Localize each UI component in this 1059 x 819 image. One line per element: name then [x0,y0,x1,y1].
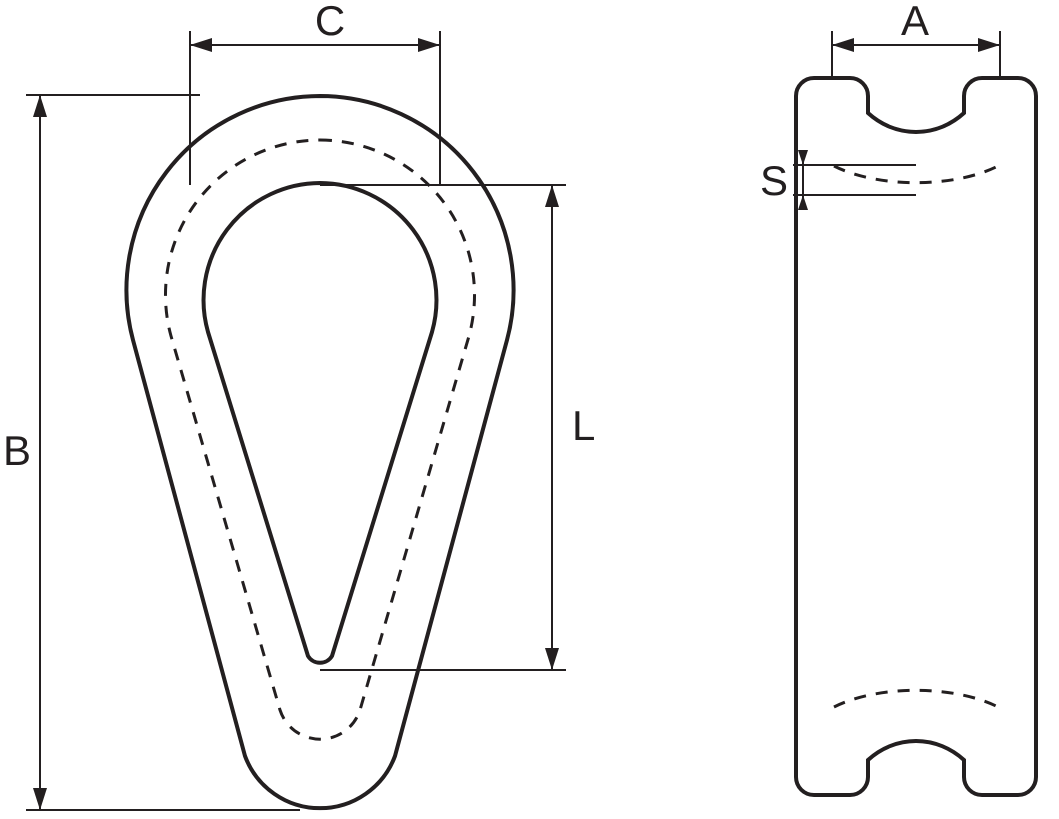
label-l: L [572,402,595,449]
front-view [126,96,513,808]
side-profile-outline [796,78,1036,795]
thimble-groove-dashed [165,140,474,739]
thimble-outer-outline [126,96,513,808]
dimension-c [190,31,440,185]
side-dashed-top [834,166,998,183]
label-s: S [760,157,788,204]
side-view [796,78,1036,795]
label-c: C [315,0,345,44]
label-a: A [901,0,929,44]
side-dashed-bottom [834,690,998,707]
dimension-s [793,150,916,210]
label-b: B [3,427,31,474]
thimble-inner-outline [204,183,437,663]
